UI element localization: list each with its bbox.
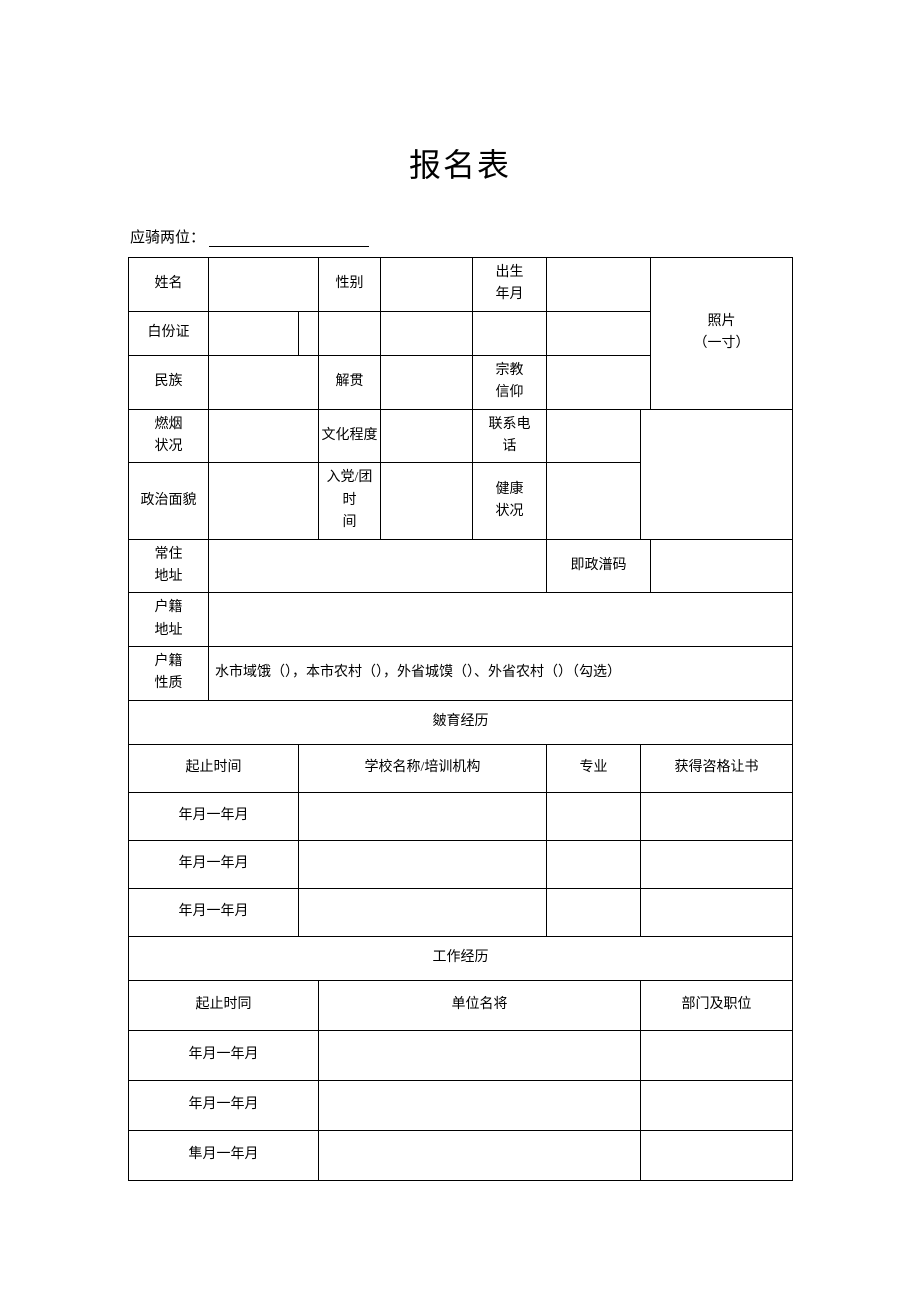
label-health: 健康状况: [473, 463, 547, 539]
field-religion[interactable]: [547, 355, 651, 409]
label-ethnic: 民族: [129, 355, 209, 409]
work-col-company: 单位名将: [319, 980, 641, 1030]
work-row3-position[interactable]: [641, 1130, 793, 1180]
label-political: 政治面貌: [129, 463, 209, 539]
field-hukou-addr[interactable]: [209, 593, 793, 647]
field-address[interactable]: [209, 539, 547, 593]
field-origin[interactable]: [381, 355, 473, 409]
label-hukou-type: 户籍性质: [129, 647, 209, 701]
label-name: 姓名: [129, 258, 209, 312]
field-birth[interactable]: [547, 258, 651, 312]
field-health[interactable]: [547, 463, 641, 539]
work-row3-period[interactable]: 隼月一年月: [129, 1130, 319, 1180]
work-row1-company[interactable]: [319, 1030, 641, 1080]
edu-col-period: 起止时间: [129, 744, 299, 792]
edu-row3-school[interactable]: [299, 888, 547, 936]
label-origin: 解贯: [319, 355, 381, 409]
position-line: 应骑两位：: [128, 226, 792, 247]
work-row2-period[interactable]: 年月一年月: [129, 1080, 319, 1130]
edu-row2-cert[interactable]: [641, 840, 793, 888]
field-id-3[interactable]: [319, 311, 381, 355]
edu-col-cert: 获得咨格让书: [641, 744, 793, 792]
photo-cell[interactable]: 照片（一寸）: [651, 258, 793, 410]
work-row1-period[interactable]: 年月一年月: [129, 1030, 319, 1080]
label-partytime: 入党/团时间: [319, 463, 381, 539]
edu-row2-major[interactable]: [547, 840, 641, 888]
edu-row1-period[interactable]: 年月一年月: [129, 792, 299, 840]
label-religion: 宗教信仰: [473, 355, 547, 409]
label-smoke: 燃烟状况: [129, 409, 209, 463]
label-gender: 性别: [319, 258, 381, 312]
field-id-1[interactable]: [209, 311, 299, 355]
work-row2-company[interactable]: [319, 1080, 641, 1130]
field-id-5[interactable]: [473, 311, 547, 355]
label-birth: 出生年月: [473, 258, 547, 312]
edu-row2-period[interactable]: 年月一年月: [129, 840, 299, 888]
field-edu[interactable]: [381, 409, 473, 463]
field-id-2[interactable]: [299, 311, 319, 355]
label-hukou-addr: 户籍地址: [129, 593, 209, 647]
field-ethnic[interactable]: [209, 355, 319, 409]
edu-row1-major[interactable]: [547, 792, 641, 840]
field-extra[interactable]: [641, 409, 793, 539]
field-gender[interactable]: [381, 258, 473, 312]
field-postcode[interactable]: [651, 539, 793, 593]
section-work: 工作经历: [129, 936, 793, 980]
edu-col-school: 学校名称/培训机构: [299, 744, 547, 792]
label-address: 常住地址: [129, 539, 209, 593]
work-row1-position[interactable]: [641, 1030, 793, 1080]
field-id-6[interactable]: [547, 311, 651, 355]
edu-row1-school[interactable]: [299, 792, 547, 840]
position-label: 应骑两位：: [130, 230, 205, 246]
edu-row3-major[interactable]: [547, 888, 641, 936]
work-row3-company[interactable]: [319, 1130, 641, 1180]
edu-row2-school[interactable]: [299, 840, 547, 888]
section-education: 皴育经历: [129, 700, 793, 744]
field-name[interactable]: [209, 258, 319, 312]
field-phone[interactable]: [547, 409, 641, 463]
edu-row3-cert[interactable]: [641, 888, 793, 936]
work-row2-position[interactable]: [641, 1080, 793, 1130]
field-political[interactable]: [209, 463, 319, 539]
edu-row1-cert[interactable]: [641, 792, 793, 840]
label-idcard: 白份证: [129, 311, 209, 355]
edu-col-major: 专业: [547, 744, 641, 792]
label-phone: 联系电话: [473, 409, 547, 463]
form-title: 报名表: [128, 140, 792, 186]
field-smoke[interactable]: [209, 409, 319, 463]
page-container: 报名表 应骑两位： 姓名 性别 出生年月 照片（一寸） 白份证: [0, 0, 920, 1181]
position-underline[interactable]: [209, 232, 369, 247]
label-edu: 文化程度: [319, 409, 381, 463]
work-col-position: 部门及职位: [641, 980, 793, 1030]
label-postcode: 即政潽码: [547, 539, 651, 593]
field-partytime[interactable]: [381, 463, 473, 539]
field-id-4[interactable]: [381, 311, 473, 355]
edu-row3-period[interactable]: 年月一年月: [129, 888, 299, 936]
registration-table: 姓名 性别 出生年月 照片（一寸） 白份证 民族 解贯 宗教信仰: [128, 257, 793, 1181]
field-hukou-type[interactable]: 水市域饿（），本市农村（），外省城馍（）、外省农村（）（勾选）: [209, 647, 793, 701]
work-col-period: 起止时同: [129, 980, 319, 1030]
